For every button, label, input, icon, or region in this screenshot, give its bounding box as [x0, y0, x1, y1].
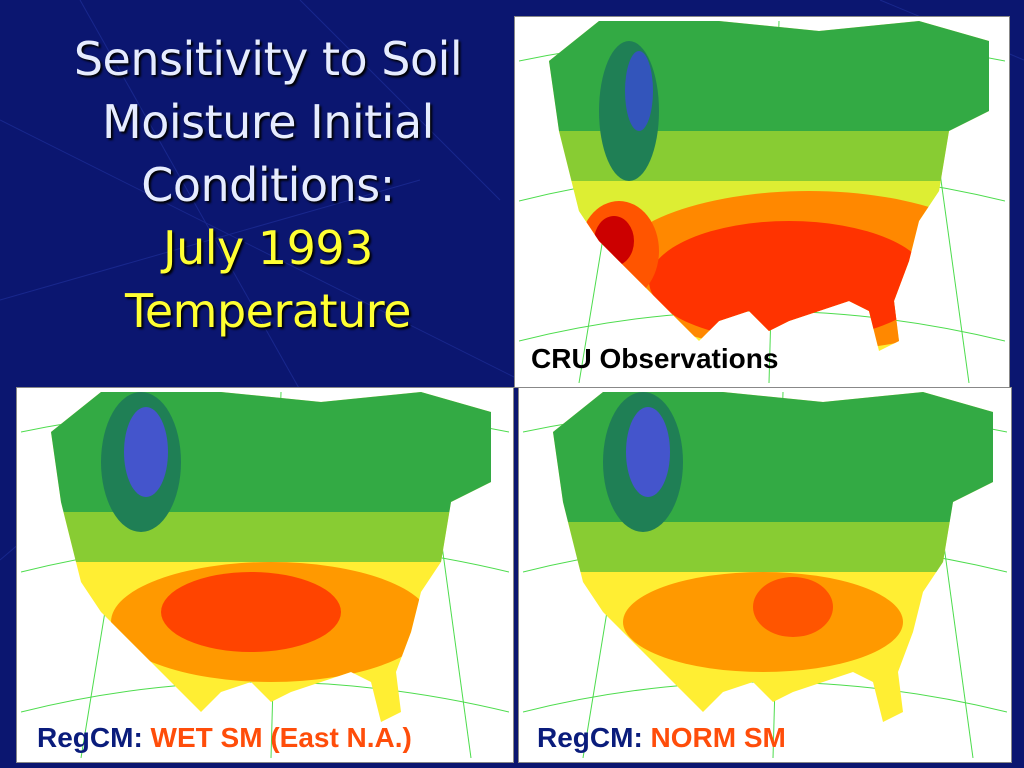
- subtitle-line-1: July 1993: [163, 221, 373, 275]
- norm-sm-label-emphasis: NORM SM: [650, 722, 786, 753]
- norm-sm-temperature-map: [523, 392, 1007, 758]
- norm-sm-label-prefix: RegCM:: [537, 722, 643, 753]
- slide-title: Sensitivity to Soil Moisture Initial Con…: [18, 28, 518, 343]
- norm-sm-label: RegCM: NORM SM: [537, 722, 786, 754]
- norm-sm-map-panel: RegCM: NORM SM: [518, 387, 1012, 763]
- cru-map-panel: CRU Observations: [514, 16, 1010, 388]
- title-line-3: Conditions:: [141, 158, 395, 212]
- wet-sm-label: RegCM: WET SM (East N.A.): [37, 722, 412, 754]
- wet-sm-map-panel: RegCM: WET SM (East N.A.): [16, 387, 514, 763]
- title-line-1: Sensitivity to Soil: [73, 32, 463, 86]
- cru-observations-label: CRU Observations: [531, 343, 779, 374]
- subtitle-line-2: Temperature: [125, 284, 411, 338]
- wet-sm-label-emphasis: WET SM (East N.A.): [150, 722, 412, 753]
- cru-temperature-map: [519, 21, 1005, 383]
- wet-sm-temperature-map: [21, 392, 509, 758]
- wet-sm-label-prefix: RegCM:: [37, 722, 143, 753]
- title-line-2: Moisture Initial: [102, 95, 434, 149]
